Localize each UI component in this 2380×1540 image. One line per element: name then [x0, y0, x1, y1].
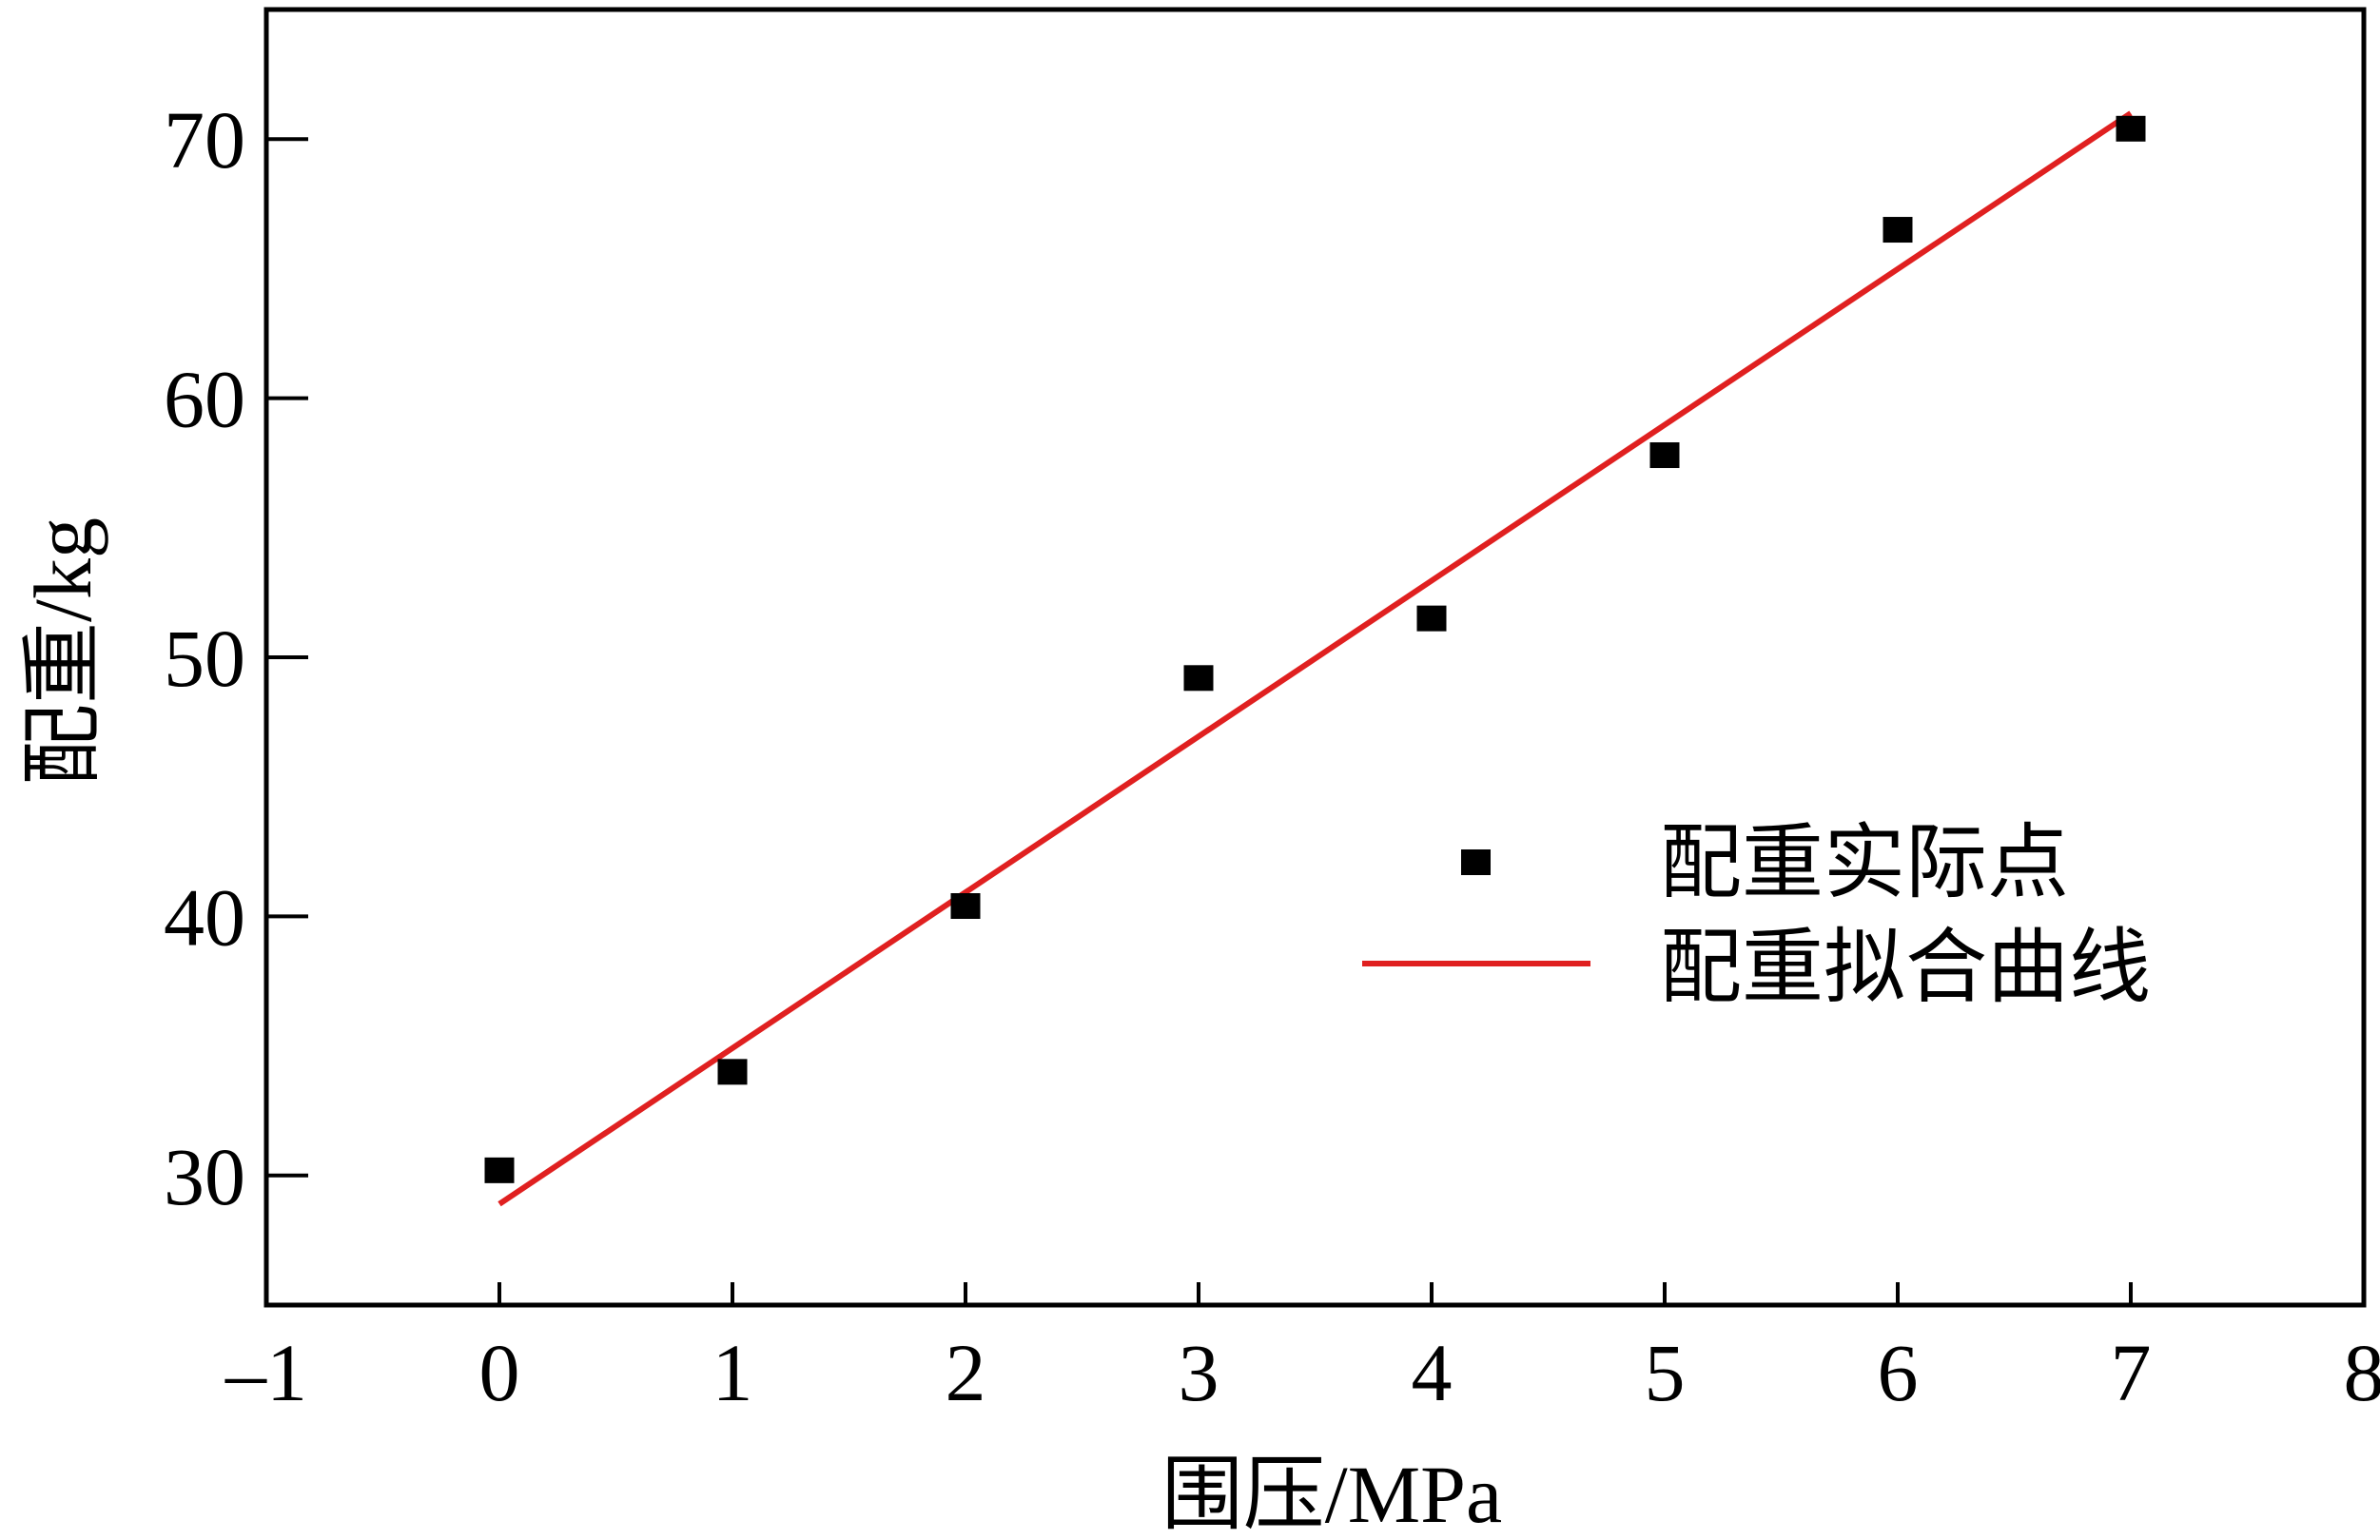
legend: 配重实际点 配重拟合曲线 — [1362, 815, 2151, 1015]
x-tick-label: 6 — [1878, 1327, 1919, 1418]
legend-marker-scatter — [1461, 849, 1491, 875]
x-tick-label: 0 — [479, 1327, 520, 1418]
y-axis-title: 配重/kg — [17, 517, 108, 786]
data-point — [1883, 217, 1913, 244]
fit-line — [497, 110, 2133, 1207]
x-axis: –1 0 1 2 3 4 5 6 7 8 — [224, 1282, 2380, 1418]
y-tick-label: 30 — [164, 1131, 245, 1222]
legend-label-fit: 配重拟合曲线 — [1660, 920, 2151, 1015]
legend-label-scatter: 配重实际点 — [1660, 815, 2069, 910]
x-axis-title: 围压/MPa — [1161, 1449, 1502, 1540]
data-point — [950, 893, 981, 920]
x-tick-label: 7 — [2111, 1327, 2152, 1418]
y-tick-label: 40 — [164, 871, 245, 963]
x-tick-label: 4 — [1412, 1327, 1453, 1418]
x-tick-label: 2 — [946, 1327, 986, 1418]
data-point — [1649, 442, 1680, 469]
data-point — [1416, 605, 1447, 632]
x-tick-label: 5 — [1645, 1327, 1686, 1418]
y-tick-label: 50 — [164, 613, 245, 704]
x-tick-label: 3 — [1179, 1327, 1219, 1418]
data-point — [1183, 665, 1214, 692]
y-axis: 30 40 50 60 70 — [164, 94, 308, 1222]
data-point — [717, 1059, 748, 1085]
x-tick-label: 1 — [712, 1327, 753, 1418]
data-point — [484, 1157, 515, 1183]
y-tick-label: 70 — [164, 94, 245, 185]
x-tick-label: 8 — [2344, 1327, 2380, 1418]
y-tick-label: 60 — [164, 354, 245, 445]
data-point — [2116, 115, 2146, 142]
series-layer — [484, 110, 2146, 1207]
x-tick-label: –1 — [224, 1327, 307, 1418]
